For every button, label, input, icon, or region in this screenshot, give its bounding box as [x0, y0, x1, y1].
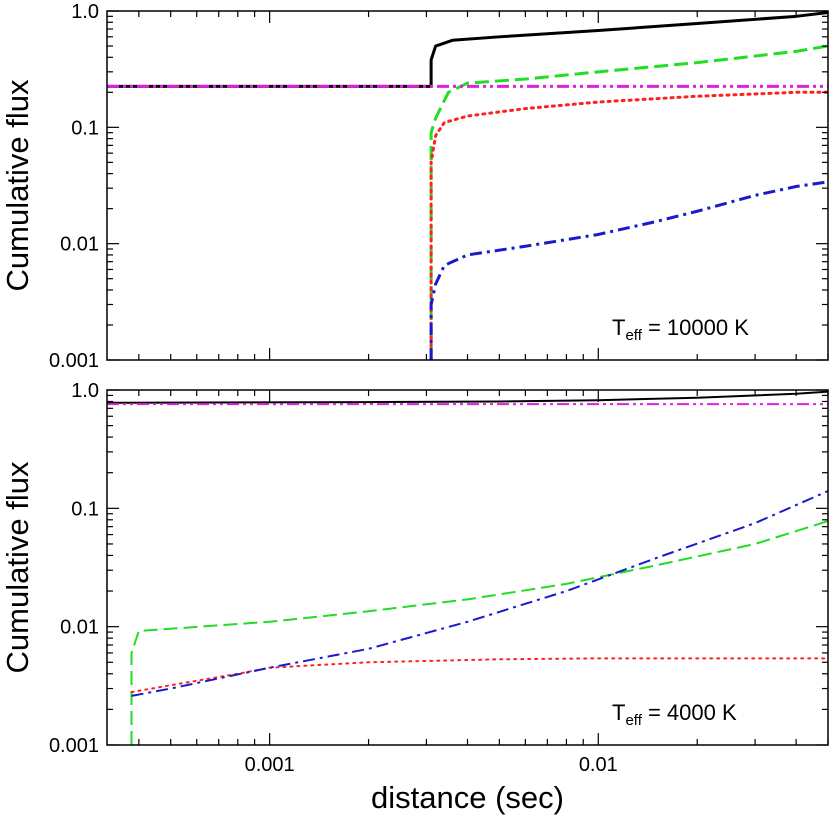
series-line-1: [130, 520, 828, 745]
y-axis-title: Cumulative flux: [0, 79, 35, 291]
panel-teff-10000: 0.001 0.01 0.1 1.0 Cumulative flux Teff = 100…: [0, 1, 829, 372]
y-tick-label: 0.01: [60, 234, 99, 256]
x-ticks: [138, 11, 829, 360]
y-tick-label: 0.01: [60, 617, 99, 639]
y-axis-title: Cumulative flux: [0, 461, 35, 673]
y-tick-label: 0.001: [49, 350, 99, 372]
y-ticks: [107, 10, 828, 361]
x-tick-label: 0.01: [579, 754, 618, 776]
series-line-3: [429, 180, 828, 360]
teff-annotation: Teff = 10000 K: [612, 315, 749, 344]
plot-frame: [106, 389, 829, 746]
series-line-2: [130, 657, 828, 694]
y-tick-label: 0.1: [71, 498, 99, 520]
series-group: [107, 11, 828, 360]
series-line-2: [429, 90, 828, 360]
series-group: [107, 390, 828, 745]
y-tick-label: 1.0: [71, 380, 99, 402]
series-line-0: [107, 11, 828, 88]
series-line-3: [131, 490, 828, 697]
y-tick-label: 1.0: [71, 1, 99, 23]
x-tick-label: 0.001: [245, 754, 295, 776]
panel-teff-4000: 0.001 0.01 0.1 1.0 0.001 0.01 Cumulative flux d…: [0, 380, 829, 815]
x-axis-title: distance (sec): [371, 780, 564, 815]
y-ticks: [107, 389, 828, 746]
teff-annotation: Teff = 4000 K: [612, 700, 737, 729]
y-tick-label: 0.001: [49, 735, 99, 757]
plot-frame: [106, 10, 829, 361]
x-ticks: [138, 390, 829, 745]
series-line-1: [429, 44, 828, 360]
y-tick-label: 0.1: [71, 117, 99, 139]
